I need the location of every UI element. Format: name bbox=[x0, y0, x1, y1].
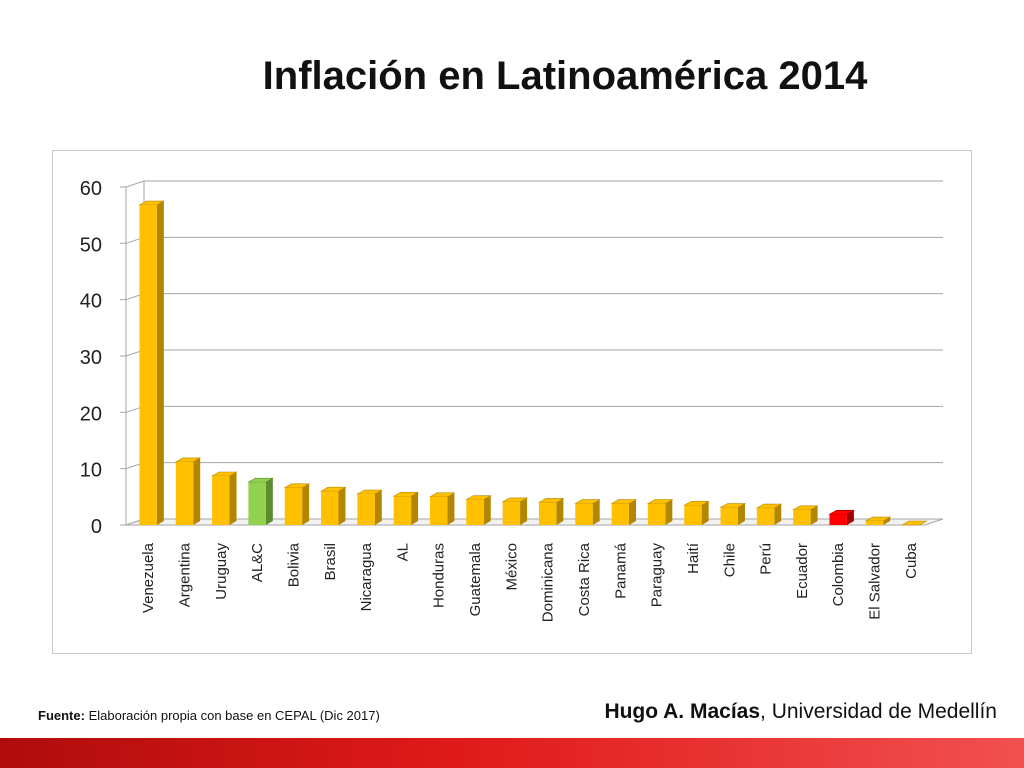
bar-el-salvador-top bbox=[864, 516, 892, 522]
bar-panam--side bbox=[629, 499, 637, 525]
bar-bolivia bbox=[284, 487, 303, 525]
footer-band bbox=[0, 738, 1024, 768]
x-tick-label: Guatemala bbox=[467, 542, 484, 616]
x-tick-label: Nicaragua bbox=[358, 542, 375, 611]
bar-paraguay bbox=[647, 503, 666, 525]
bar-bolivia-side bbox=[302, 483, 310, 525]
bar-chile bbox=[720, 507, 738, 525]
y-tick-label: 60 bbox=[80, 178, 102, 200]
bar-nicaragua bbox=[357, 494, 375, 525]
bar-el-salvador-side bbox=[883, 517, 891, 525]
bar-m-xico-side bbox=[520, 497, 528, 525]
x-tick-label: AL&C bbox=[249, 543, 266, 582]
bar-colombia-top bbox=[828, 509, 856, 515]
x-tick-label: México bbox=[503, 543, 520, 591]
x-tick-label: Bolivia bbox=[285, 542, 302, 587]
y-tick-label: 50 bbox=[80, 234, 102, 256]
bar-per--side bbox=[774, 504, 782, 525]
y-tick-label: 20 bbox=[80, 403, 102, 425]
bar-uruguay bbox=[212, 475, 230, 525]
bar-brasil-side bbox=[338, 487, 346, 525]
bar-hait--side bbox=[701, 501, 709, 525]
bar-ecuador bbox=[793, 509, 811, 525]
bar-brasil bbox=[321, 491, 339, 525]
bar-venezuela-side bbox=[156, 201, 164, 525]
x-tick-label: Ecuador bbox=[794, 543, 811, 599]
x-tick-label: Paraguay bbox=[649, 543, 666, 608]
x-tick-label: Brasil bbox=[322, 543, 339, 581]
bar-costa-rica bbox=[575, 503, 593, 525]
bar-ecuador-side bbox=[810, 505, 818, 525]
bar-el-salvador bbox=[865, 521, 884, 525]
bar-nicaragua-side bbox=[374, 490, 382, 525]
bar-uruguay-side bbox=[229, 471, 237, 525]
bar-argentina bbox=[175, 461, 194, 525]
bar-chart: 0 10 20 30 40 50 60 Venezuela Argentina Uruguay AL… bbox=[80, 178, 944, 622]
chart-frame: 0 10 20 30 40 50 60 Venezuela Argentina Uruguay AL… bbox=[52, 150, 972, 654]
y-tick-label: 40 bbox=[80, 291, 102, 313]
gridline bbox=[125, 349, 943, 357]
bar-dominicana bbox=[538, 502, 557, 525]
x-tick-label: El Salvador bbox=[867, 543, 884, 620]
author-name: Hugo A. Macías bbox=[604, 700, 761, 723]
bar-costa-rica-side bbox=[592, 499, 600, 525]
gridline bbox=[125, 180, 943, 188]
gridline bbox=[125, 405, 943, 413]
x-tick-label: AL bbox=[394, 543, 411, 561]
y-tick-label: 10 bbox=[80, 460, 102, 482]
x-tick-label: Panamá bbox=[612, 542, 629, 599]
bar-honduras bbox=[429, 496, 448, 525]
x-tick-label: Colombia bbox=[830, 542, 847, 606]
author-credit: Hugo A. Macías, Universidad de Medellín bbox=[604, 700, 997, 724]
gridline bbox=[125, 236, 943, 244]
x-tick-label: Cuba bbox=[903, 542, 920, 579]
x-tick-label: Argentina bbox=[176, 542, 193, 607]
source-note: Fuente: Elaboración propia con base en C… bbox=[38, 708, 380, 723]
x-tick-label: Honduras bbox=[431, 543, 448, 608]
source-label: Fuente: bbox=[38, 708, 85, 723]
bar-guatemala bbox=[466, 499, 484, 525]
x-tick-label: Dominicana bbox=[540, 542, 557, 622]
bar-chile-side bbox=[737, 503, 745, 525]
bar-al-c-side bbox=[265, 478, 273, 525]
bar-colombia-side bbox=[846, 510, 854, 525]
x-tick-label: Costa Rica bbox=[576, 542, 593, 616]
bar-per- bbox=[756, 508, 775, 525]
bar-dominicana-side bbox=[556, 498, 564, 525]
bar-argentina-side bbox=[193, 457, 201, 525]
y-tick-label: 0 bbox=[91, 516, 102, 538]
bar-cuba bbox=[900, 520, 928, 526]
bar-honduras-side bbox=[447, 492, 455, 525]
author-affiliation: , Universidad de Medellín bbox=[760, 700, 997, 723]
page-title: Inflación en Latinoamérica 2014 bbox=[262, 54, 868, 98]
x-tick-label: Chile bbox=[721, 543, 738, 577]
bar-colombia bbox=[829, 514, 847, 525]
bar-hait- bbox=[684, 505, 702, 525]
bar-al-side bbox=[411, 492, 419, 525]
x-tick-label: Venezuela bbox=[140, 542, 157, 613]
x-tick-label: Perú bbox=[758, 543, 775, 575]
bar-m-xico bbox=[502, 501, 521, 525]
bar-al bbox=[393, 496, 412, 525]
gridline bbox=[125, 462, 943, 470]
bar-paraguay-side bbox=[665, 499, 673, 525]
bar-venezuela bbox=[139, 205, 157, 525]
x-tick-label: Uruguay bbox=[213, 543, 230, 600]
source-text: Elaboración propia con base en CEPAL (Di… bbox=[88, 708, 380, 723]
bar-panam- bbox=[611, 503, 630, 525]
y-tick-label: 30 bbox=[80, 347, 102, 369]
bar-guatemala-side bbox=[483, 495, 491, 525]
x-tick-label: Haití bbox=[685, 542, 702, 574]
bar-al-c bbox=[248, 482, 266, 525]
gridline bbox=[125, 293, 943, 301]
